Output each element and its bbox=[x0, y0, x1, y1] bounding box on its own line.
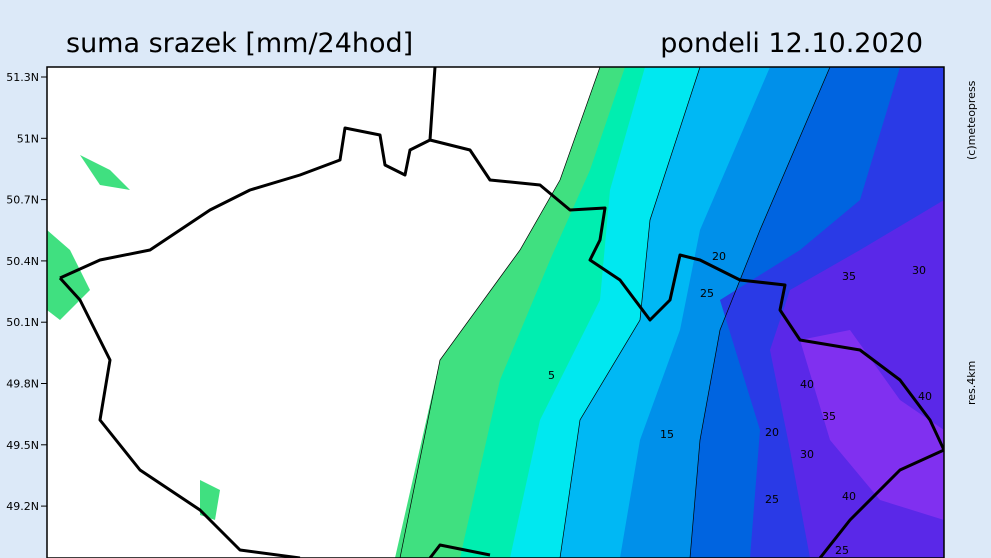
resolution: res.4km bbox=[965, 361, 978, 405]
patch bbox=[80, 155, 130, 190]
contour bbox=[689, 67, 831, 558]
contour-label: 20 bbox=[712, 250, 726, 263]
contour-label: 15 bbox=[660, 428, 674, 441]
contour-label: 40 bbox=[842, 490, 856, 503]
contour-label: 35 bbox=[822, 410, 836, 423]
lat-label: 50.4N bbox=[6, 255, 39, 268]
lat-label: 49.2N bbox=[6, 500, 39, 513]
contour-label: 25 bbox=[835, 544, 849, 557]
patch bbox=[200, 480, 220, 520]
contour-label: 25 bbox=[700, 287, 714, 300]
contour-label: 35 bbox=[842, 270, 856, 283]
contour-label: 40 bbox=[918, 390, 932, 403]
border bbox=[58, 67, 944, 558]
copyright: (c)meteopress bbox=[965, 80, 978, 160]
map-frame bbox=[46, 66, 945, 558]
lat-label: 50.7N bbox=[6, 194, 39, 207]
contour-label: 20 bbox=[765, 426, 779, 439]
latitude-axis: 51.3N 51N 50.7N 50.4N 50.1N 49.8N 49.5N 49.2N bbox=[6, 71, 47, 513]
band-9 bbox=[800, 330, 944, 520]
lat-label: 49.5N bbox=[6, 439, 39, 452]
contour bbox=[559, 67, 701, 558]
contour-label: 25 bbox=[765, 493, 779, 506]
contour-label: 30 bbox=[912, 264, 926, 277]
map-date: pondeli 12.10.2020 bbox=[660, 28, 923, 59]
map-title: suma srazek [mm/24hod] bbox=[66, 28, 413, 59]
lat-label: 51.3N bbox=[6, 71, 39, 84]
contour bbox=[399, 67, 601, 558]
contour-label: 40 bbox=[800, 378, 814, 391]
contour-labels: 20 25 35 30 5 15 20 30 40 35 40 25 40 25 bbox=[548, 250, 932, 557]
lat-label: 49.8N bbox=[6, 378, 39, 391]
contour-label: 5 bbox=[548, 369, 555, 382]
lat-label: 50.1N bbox=[6, 316, 39, 329]
lat-label: 51N bbox=[17, 132, 39, 145]
contour-label: 30 bbox=[800, 448, 814, 461]
map-field bbox=[47, 67, 944, 558]
